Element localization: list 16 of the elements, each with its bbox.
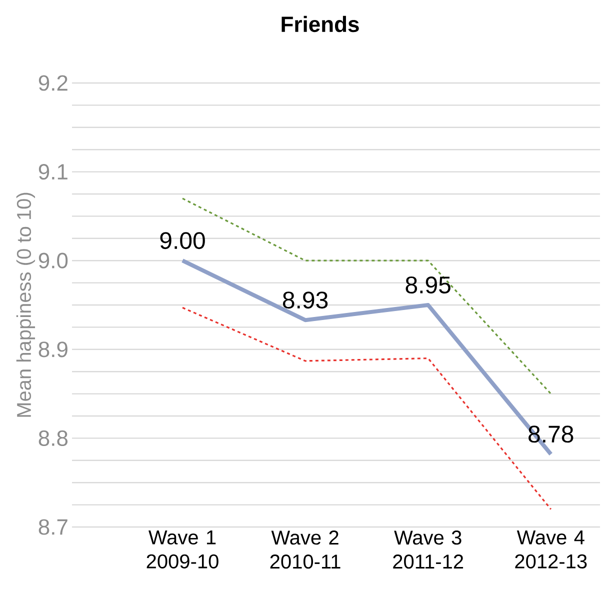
data-label: 9.00 bbox=[160, 232, 205, 250]
data-label: 8.95 bbox=[406, 276, 450, 294]
data-label: 8.78 bbox=[528, 426, 574, 443]
x-tick-label: Wave 2 2010-11 bbox=[270, 530, 340, 569]
y-tick-label: 9.0 bbox=[38, 252, 68, 268]
chart-title: Friends bbox=[282, 16, 359, 32]
x-tick-label: Wave 3 2011-12 bbox=[393, 530, 464, 569]
x-tick-label: Wave 1 2009-10 bbox=[146, 530, 218, 568]
y-tick-label: 8.7 bbox=[38, 519, 68, 535]
data-label: 8.93 bbox=[282, 292, 328, 309]
y-tick-label: 8.8 bbox=[38, 430, 68, 446]
y-tick-label: 9.2 bbox=[38, 75, 68, 91]
x-tick-label: Wave 4 2012-13 bbox=[515, 530, 587, 568]
y-tick-label: 8.9 bbox=[38, 342, 68, 358]
y-tick-label: 9.1 bbox=[38, 164, 68, 180]
y-axis-title: Mean happiness (0 to 10) bbox=[16, 192, 36, 417]
